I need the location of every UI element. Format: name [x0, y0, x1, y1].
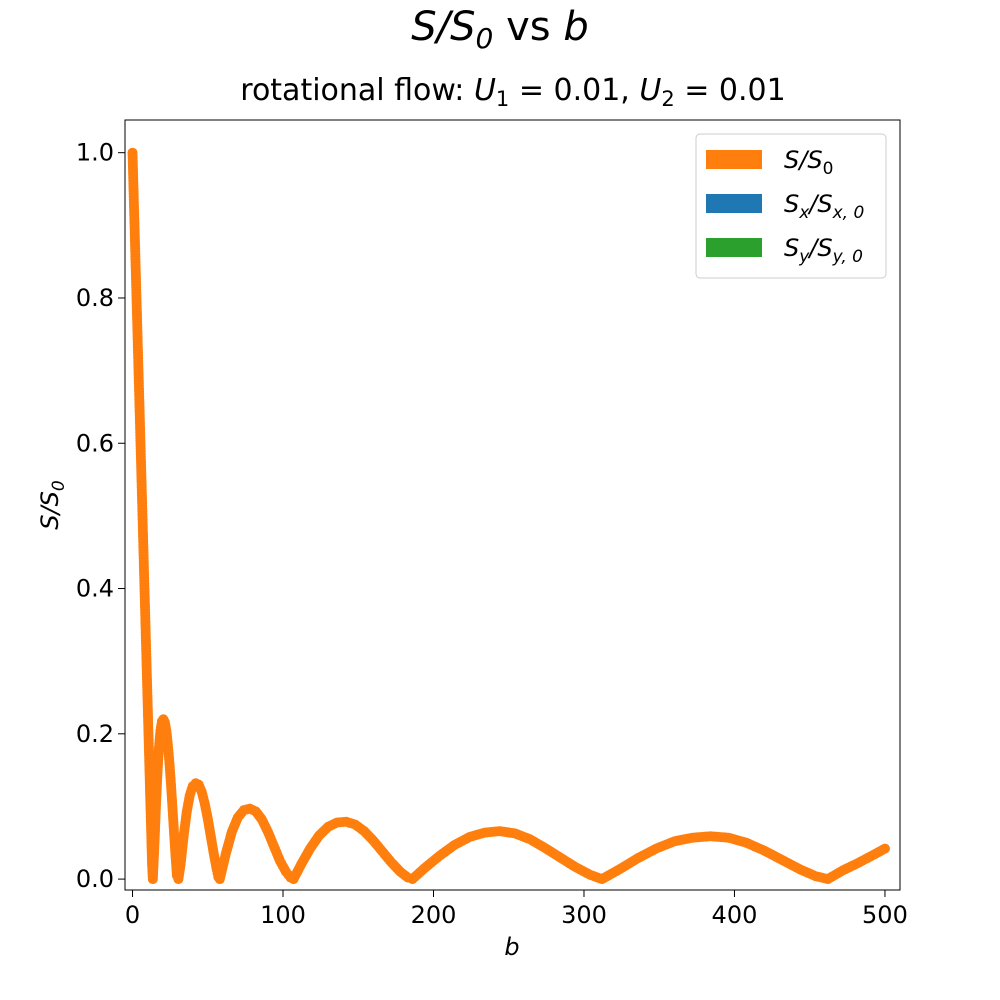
data-point [879, 843, 890, 854]
x-tick-label: 300 [561, 901, 607, 929]
y-axis-label: S/S0 [36, 480, 69, 529]
legend-swatch-sy [706, 238, 762, 257]
y-axis: 0.0 0.2 0.4 0.6 0.8 1.0 [76, 139, 125, 893]
y-tick-label: 0.0 [76, 865, 114, 893]
x-tick-label: 0 [125, 901, 140, 929]
legend-label-s: S/S0 [784, 146, 833, 179]
legend-label-sy: Sy/Sy, 0 [784, 234, 863, 267]
legend-swatch-sx [706, 194, 762, 213]
x-axis-label: b [504, 933, 519, 961]
y-tick-label: 0.2 [76, 720, 114, 748]
x-tick-label: 400 [712, 901, 758, 929]
chart-title: S/S0 vs b [411, 4, 588, 55]
legend-swatch-s [706, 150, 762, 169]
x-tick-label: 200 [411, 901, 457, 929]
plot-area: 0 100 200 300 400 500 0.0 0.2 0.4 0.6 0.8 1.0 [76, 119, 908, 929]
chart-subtitle: rotational flow: U1 = 0.01, U2 = 0.01 [240, 73, 785, 111]
y-tick-label: 0.6 [76, 429, 114, 457]
legend: S/S0 Sx/Sx, 0 Sy/Sy, 0 [695, 133, 887, 279]
x-tick-label: 100 [260, 901, 306, 929]
plot-frame [124, 119, 901, 891]
x-axis: 0 100 200 300 400 500 [125, 890, 908, 929]
legend-label-sx: Sx/Sx, 0 [784, 190, 864, 223]
y-tick-label: 0.4 [76, 575, 114, 603]
y-tick-label: 1.0 [76, 139, 114, 167]
series-s-over-s0 [127, 147, 890, 885]
x-tick-label: 500 [862, 901, 908, 929]
y-tick-label: 0.8 [76, 284, 114, 312]
